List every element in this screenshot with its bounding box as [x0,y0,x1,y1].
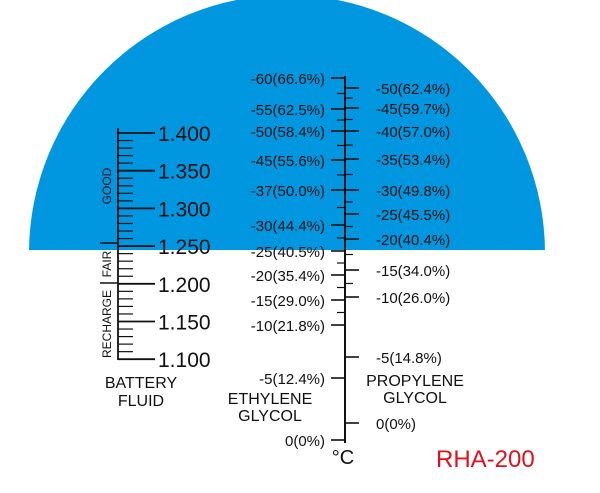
battery-scale-label: 1.350 [158,161,211,184]
band-fair-label: FAIR [100,250,114,277]
ethylene-scale-label: -55(62.5%) [251,102,325,119]
ethylene-scale-label: -45(55.6%) [251,153,325,170]
propylene-title: GLYCOL [383,390,447,407]
battery-scale-label: 1.100 [158,349,211,372]
propylene-scale-label: -40(57.0%) [376,124,450,141]
unit-label: °C [332,447,354,469]
propylene-scale-label: -10(26.0%) [376,290,450,307]
battery-scale-label: 1.400 [158,123,211,146]
ethylene-scale-label: -37(50.0%) [251,183,325,200]
battery-title: BATTERY [105,375,178,392]
ethylene-scale-label: -15(29.0%) [251,293,325,310]
propylene-scale-label: -25(45.5%) [376,207,450,224]
ethylene-scale-label: -50(58.4%) [251,124,325,141]
battery-scale-label: 1.250 [158,236,211,259]
ethylene-scale-label: -5(12.4%) [259,371,325,388]
propylene-scale-label: -35(53.4%) [376,152,450,169]
ethylene-title: GLYCOL [238,408,302,425]
ethylene-scale-label: -25(40.5%) [251,244,325,261]
propylene-scale-label: -15(34.0%) [376,263,450,280]
battery-title: FLUID [118,393,164,410]
propylene-scale-label: -5(14.8%) [376,350,442,367]
battery-scale-label: 1.150 [158,312,211,335]
propylene-scale-label: -45(59.7%) [376,101,450,118]
ethylene-scale-label: -60(66.6%) [251,71,325,88]
ethylene-scale-label: -30(44.4%) [251,218,325,235]
ethylene-scale-label: -10(21.8%) [251,318,325,335]
band-good-label: GOOD [100,167,114,204]
battery-scale-label: 1.200 [158,274,211,297]
band-recharge-label: RECHARGE [100,290,114,358]
propylene-title: PROPYLENE [366,373,464,390]
model-label: RHA-200 [436,446,535,473]
propylene-scale-label: -30(49.8%) [376,183,450,200]
ethylene-scale-label: 0(0%) [285,433,325,450]
propylene-scale-label: -50(62.4%) [376,81,450,98]
ethylene-title: ETHYLENE [228,391,312,408]
ethylene-scale-label: -20(35.4%) [251,268,325,285]
battery-scale-label: 1.300 [158,198,211,221]
propylene-scale-label: 0(0%) [376,416,416,433]
propylene-scale-label: -20(40.4%) [376,232,450,249]
